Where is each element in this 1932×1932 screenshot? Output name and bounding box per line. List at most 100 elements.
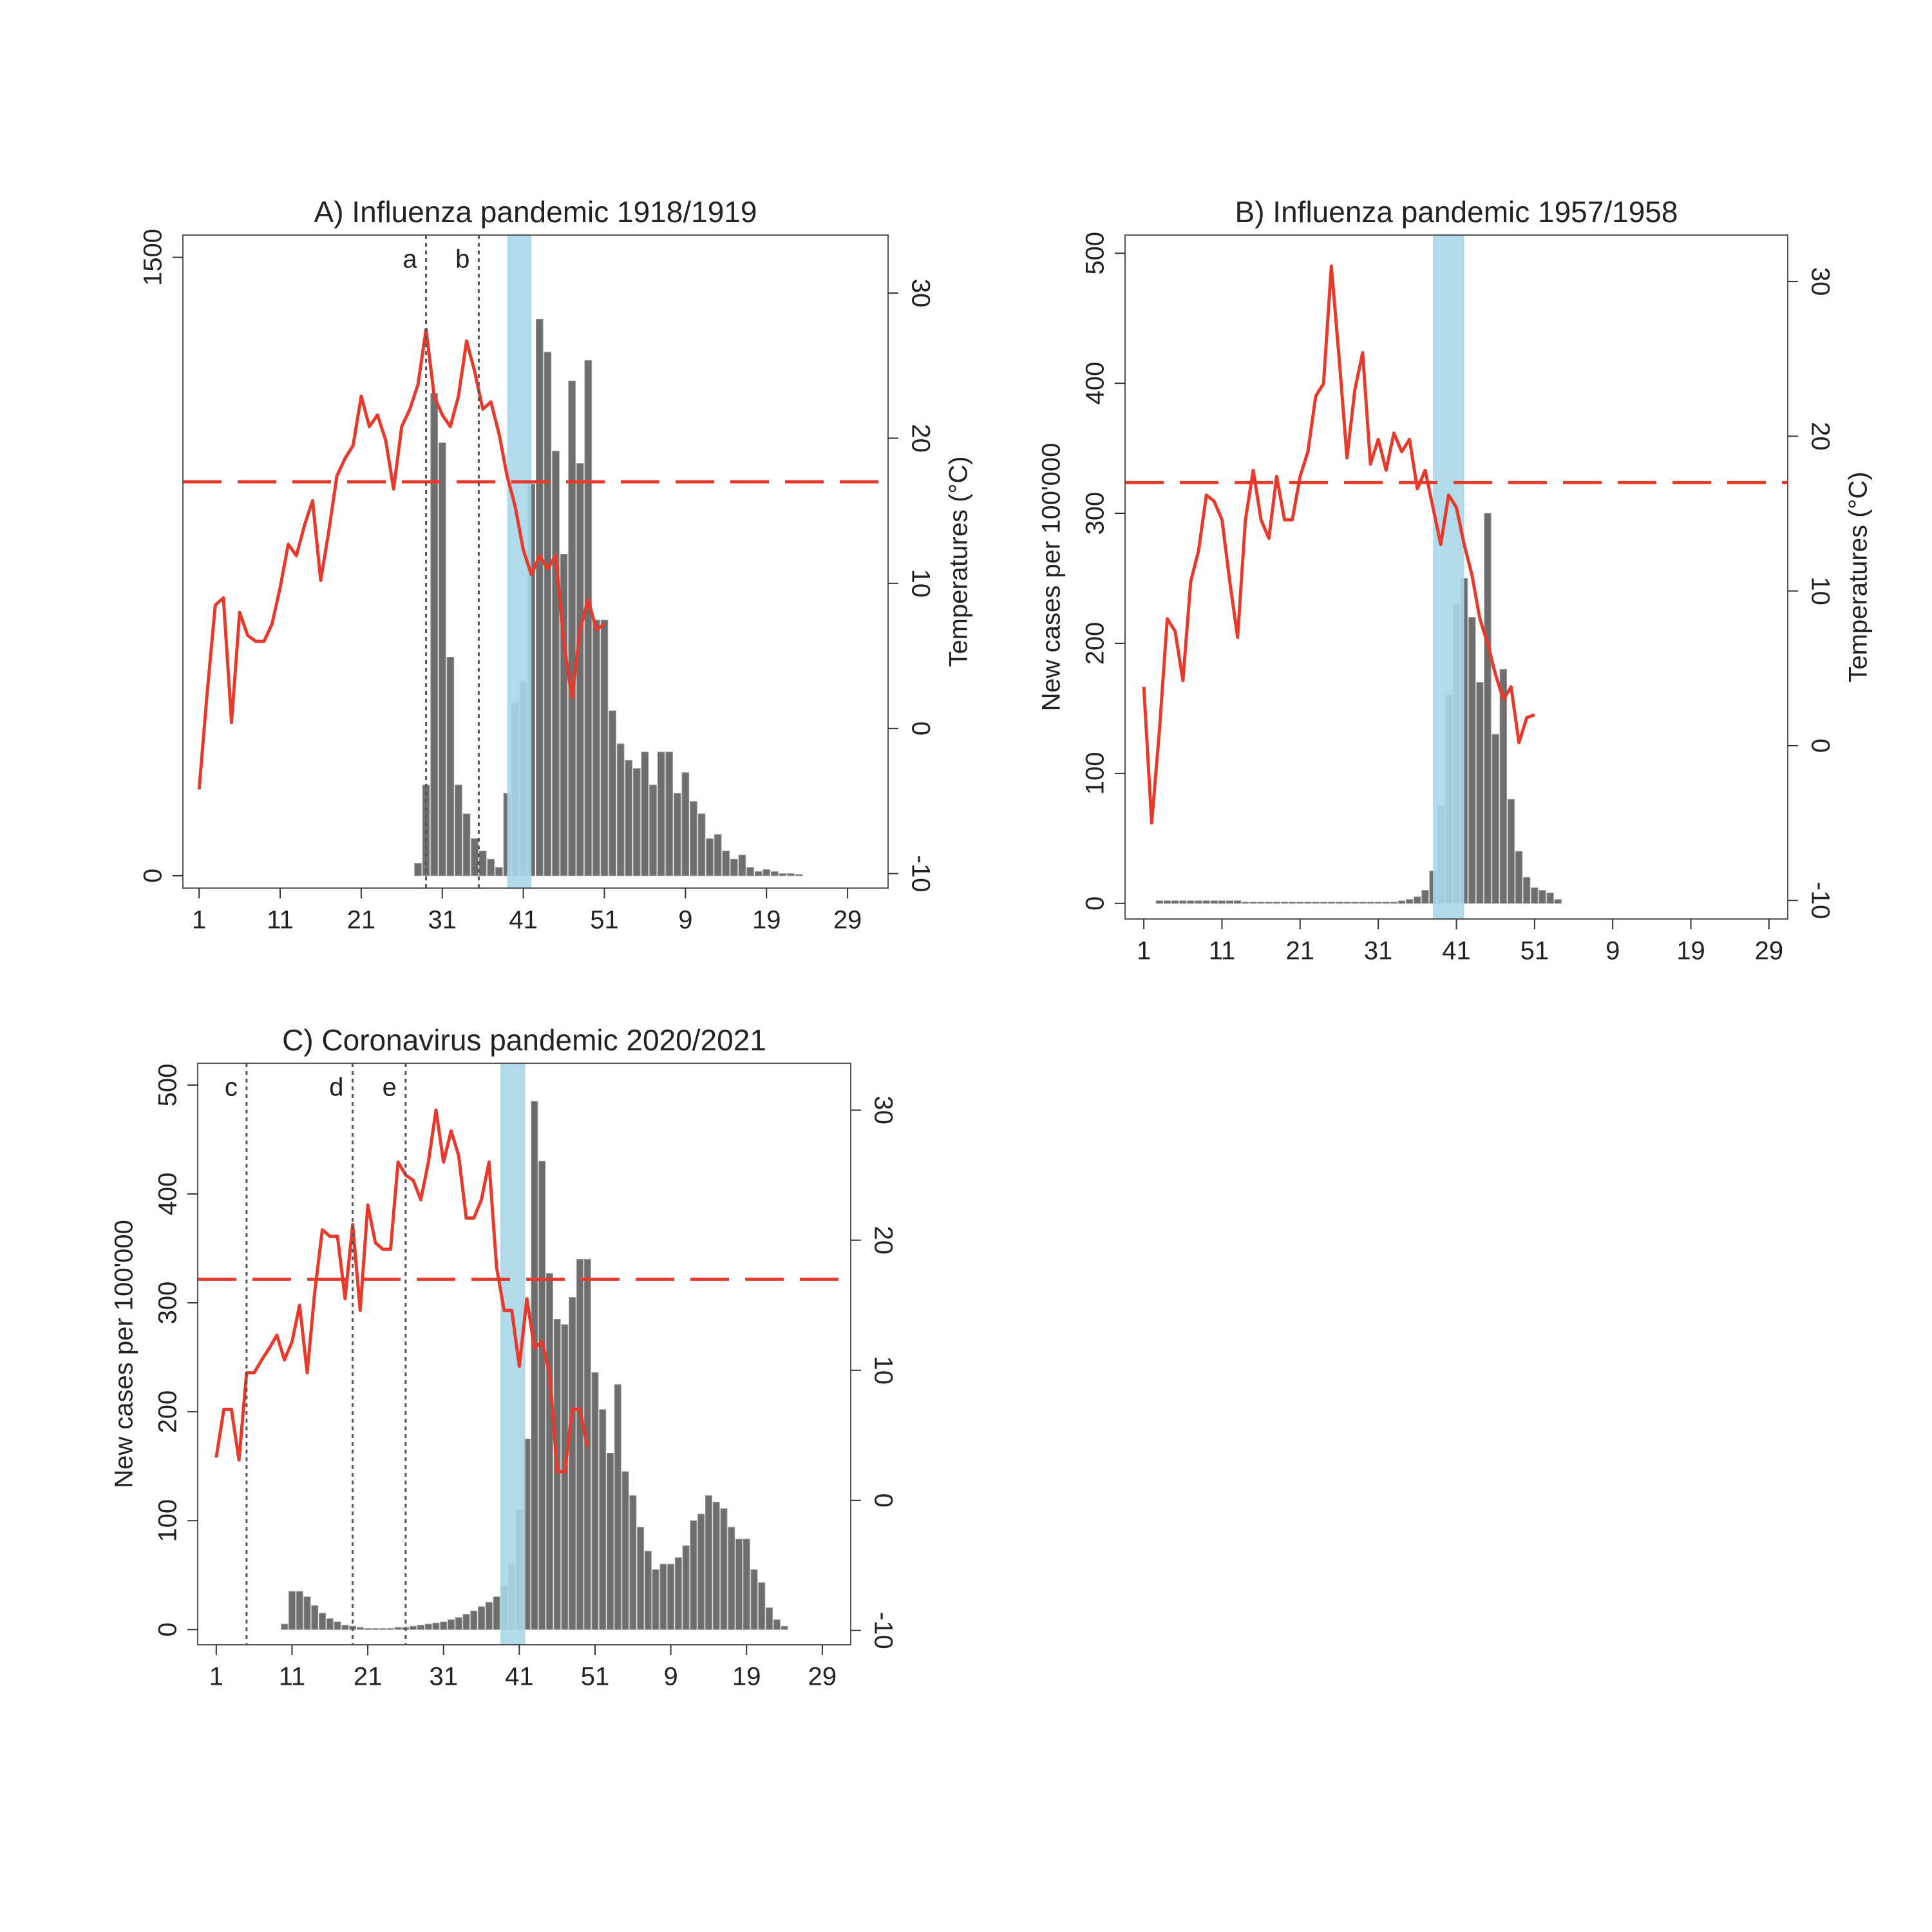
bar [1539,890,1546,904]
bar [722,850,730,876]
bar [341,1625,349,1630]
bar [738,855,746,876]
bar [552,450,560,876]
bar [1484,513,1492,904]
bar [1397,900,1406,904]
x-tick-label: 19 [1676,937,1705,965]
temperature-line [197,328,605,790]
bar [478,1606,486,1630]
bar [1242,902,1249,904]
bar [1273,902,1281,904]
bar [1546,893,1554,904]
x-tick-label: 1 [209,1663,223,1691]
bar [1406,899,1414,904]
x-tick-label: 51 [590,906,619,934]
y-tick-label: 500 [1081,232,1110,275]
y2-tick-label: 20 [1806,422,1834,451]
x-tick-label: 29 [833,906,862,934]
bar [1226,900,1234,904]
bar [1468,617,1476,904]
x-tick-label: 9 [678,906,692,934]
x-tick-label: 41 [1442,937,1471,965]
y-tick-label: 100 [154,1499,182,1542]
bar [545,1273,553,1630]
bar [773,1619,781,1630]
bar [288,1591,296,1630]
x-tick-label: 51 [581,1663,610,1691]
bar [614,1384,621,1630]
bar [576,1258,583,1630]
x-tick-label: 11 [1209,937,1236,965]
bar [1312,902,1320,904]
bar [1523,876,1531,904]
bar [659,1564,667,1630]
bar [1202,900,1210,904]
bar [319,1613,327,1630]
temperature-line [214,1108,589,1473]
y-axis-label: New cases per 100'000 [110,1220,138,1488]
bar [754,871,762,876]
bar [1492,734,1499,904]
x-tick-label: 1 [192,906,206,934]
chart-title: A) Influenza pandemic 1918/1919 [314,195,757,229]
y2-tick-label: 0 [869,1493,897,1508]
bar [629,1495,637,1630]
y2-tick-label: 10 [906,569,934,598]
y2-tick-label: -10 [906,855,934,893]
shaded-band [1433,235,1464,919]
bar [787,873,795,876]
bar [697,1513,705,1630]
bar [379,1628,387,1630]
bar [607,1452,614,1630]
x-tick-label: 9 [1605,937,1620,965]
x-tick-label: 11 [267,906,294,934]
bar [485,1602,493,1630]
x-tick-label: 51 [1520,937,1549,965]
y-tick-label: 200 [1081,622,1110,665]
event-label: e [383,1074,397,1102]
bar [560,553,568,876]
y2-tick-label: -10 [869,1612,897,1649]
bar [535,319,544,876]
bar [649,784,657,876]
bar [553,1318,561,1630]
event-label: c [225,1074,238,1102]
bar [1531,887,1539,904]
bar [1171,900,1179,904]
bar [455,784,462,876]
bar [673,793,681,876]
y2-tick-label: 20 [869,1226,897,1255]
bar [697,813,706,876]
x-tick-label: 31 [429,1663,458,1691]
y-tick-label: 400 [1081,362,1110,405]
bar [1359,902,1367,904]
bar [766,1607,773,1630]
y-tick-label: 0 [1081,896,1110,911]
bar [682,1545,690,1630]
bar [1351,902,1359,904]
bar [430,393,439,876]
x-tick-label: 31 [428,906,457,934]
bar [1249,902,1257,904]
bar [576,463,584,876]
bar [446,657,455,876]
x-tick-label: 19 [732,1663,761,1691]
bar [1327,902,1336,904]
bar [568,381,576,876]
bar [743,1539,750,1630]
y2-tick-label: 0 [1806,739,1834,753]
bar [531,1101,538,1630]
y-tick-label: 500 [154,1063,182,1106]
bar [1304,902,1312,904]
x-tick-label: 11 [279,1663,306,1691]
x-tick-label: 21 [1286,937,1315,965]
bar [1335,902,1343,904]
bar [1163,900,1171,904]
bar [1155,900,1164,904]
bar [424,1624,432,1630]
bar [1257,902,1265,904]
x-tick-label: 21 [354,1663,383,1691]
bar [326,1618,334,1630]
bar [706,838,714,876]
